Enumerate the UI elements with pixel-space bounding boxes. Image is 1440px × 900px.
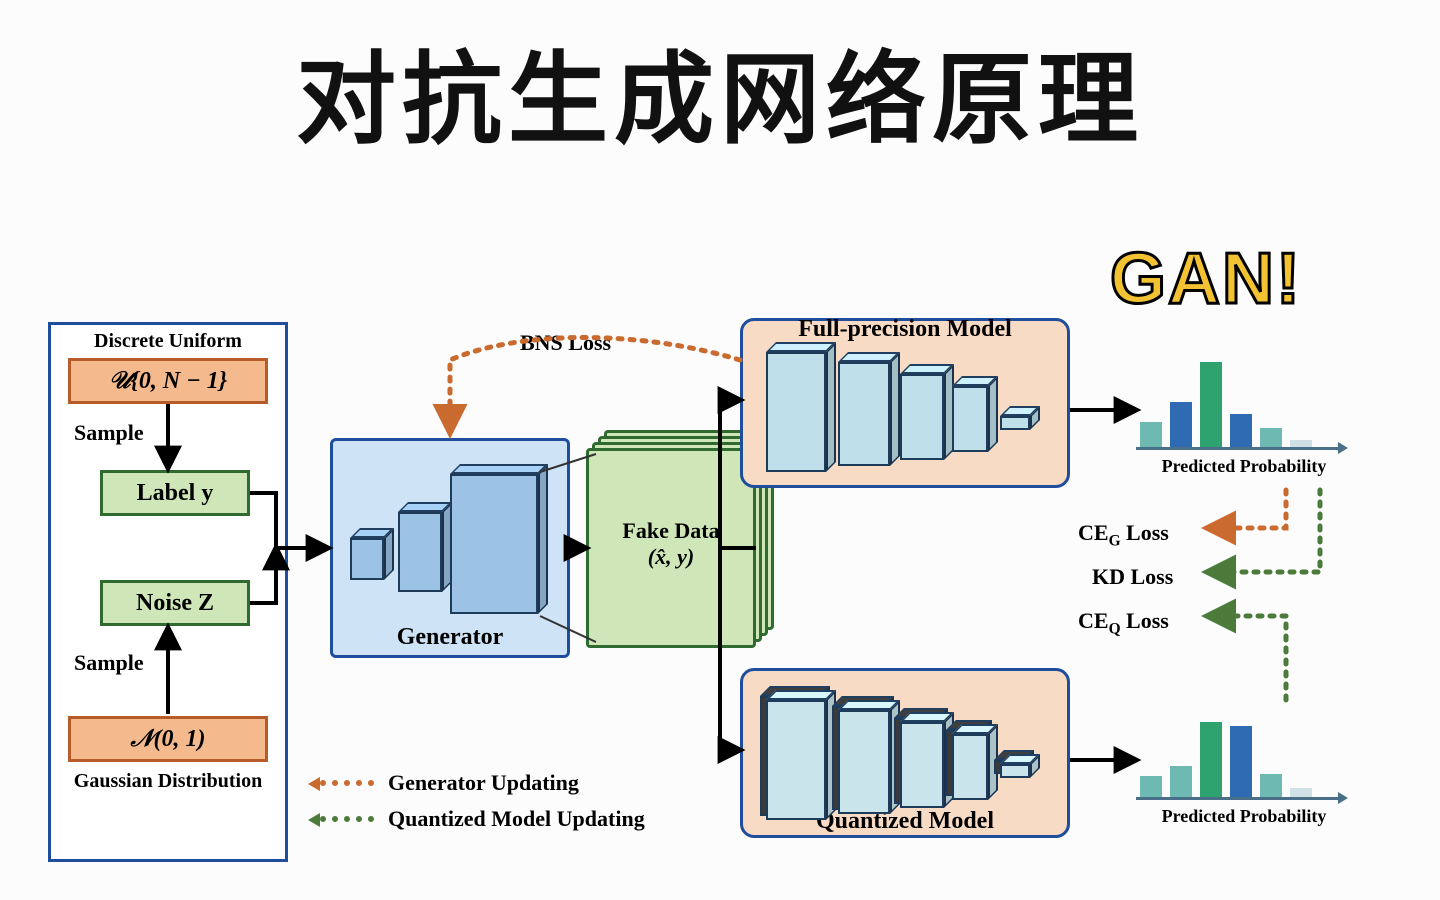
predicted-prob-chart-bot (1140, 710, 1330, 800)
legend-text: Generator Updating (388, 770, 579, 796)
predicted-prob-label-bot: Predicted Probability (1134, 806, 1354, 827)
generator-label: Generator (330, 624, 570, 651)
full-precision-label: Full-precision Model (740, 316, 1070, 343)
normal-distribution-box: 𝒩(0, 1) (68, 716, 268, 762)
discrete-uniform-label: Discrete Uniform (68, 330, 268, 353)
uniform-distribution-box: 𝒰{0, N − 1} (68, 358, 268, 404)
gan-badge: GAN! (1110, 238, 1302, 320)
bns-loss-label: BNS Loss (520, 330, 611, 356)
legend: Generator Updating Quantized Model Updati… (320, 770, 645, 842)
legend-text: Quantized Model Updating (388, 806, 645, 832)
ce-g-loss-label: CEG Loss (1078, 520, 1169, 550)
legend-arrow-icon (320, 780, 374, 786)
sample-label-bottom: Sample (74, 650, 144, 676)
page-title: 对抗生成网络原理 (0, 18, 1440, 163)
predicted-prob-chart-top (1140, 360, 1330, 450)
legend-arrow-icon (320, 816, 374, 822)
ce-q-loss-label: CEQ Loss (1078, 608, 1169, 638)
diagram-root: { "title": { "text": "对抗生成网络原理", "fontsi… (0, 0, 1440, 900)
sample-label-top: Sample (74, 420, 144, 446)
fake-data-label: Fake Data(x̂, y) (586, 518, 756, 570)
predicted-prob-label-top: Predicted Probability (1134, 456, 1354, 477)
noise-z-box: Noise Z (100, 580, 250, 626)
kd-loss-label: KD Loss (1092, 564, 1173, 590)
label-y-box: Label y (100, 470, 250, 516)
gaussian-distribution-label: Gaussian Distribution (48, 770, 288, 793)
